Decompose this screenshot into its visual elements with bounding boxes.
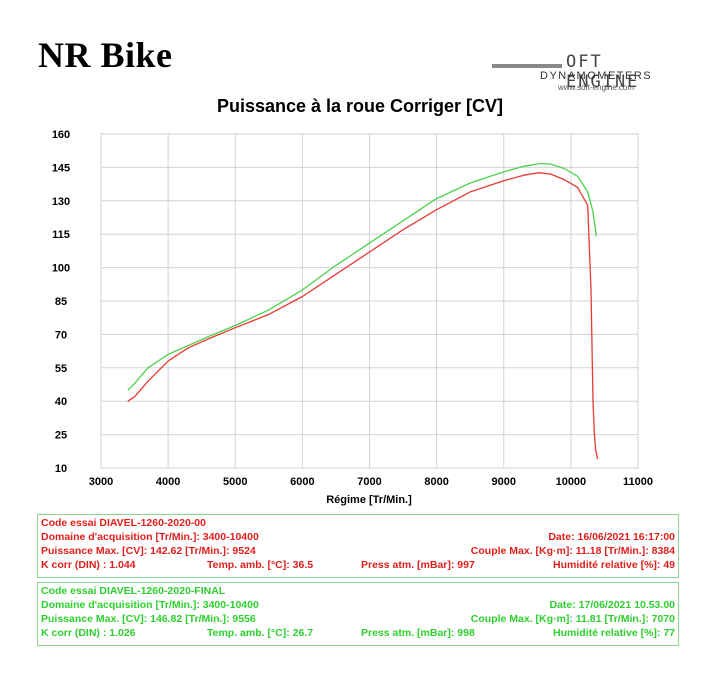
logo-subtitle: DYNAMOMETERS <box>540 70 653 82</box>
x-axis-title: Régime [Tr/Min.] <box>326 494 412 506</box>
acquisition-range: Domaine d'acquisition [Tr/Min.]: 3400-10… <box>41 599 259 611</box>
series-line-green <box>127 162 598 391</box>
x-tick-label: 9000 <box>492 476 516 488</box>
test-date: Date: 17/06/2021 10.53.00 <box>549 599 675 611</box>
k-corr: K corr (DIN) : 1.026 <box>41 627 136 639</box>
report-panel-final: Code essai DIAVEL-1260-2020-FINAL Domain… <box>37 582 679 646</box>
relative-humidity: Humidité relative [%]: 49 <box>553 559 675 571</box>
soft-engine-logo: OFT ENGINE DYNAMOMETERS www.soft-engine.… <box>492 52 682 96</box>
series-line-red <box>127 172 599 460</box>
max-power: Puissance Max. [CV]: 146.82 [Tr/Min.]: 9… <box>41 613 256 625</box>
chart-title: Puissance à la roue Corriger [CV] <box>216 96 504 116</box>
power-chart: 10 25 40 55 70 85 100 115 130 145 160 3000 4000 5000 6… <box>52 129 653 506</box>
k-corr: K corr (DIN) : 1.044 <box>41 559 136 571</box>
atm-pressure: Press atm. [mBar]: 998 <box>361 627 475 639</box>
max-torque: Couple Max. [Kg·m]: 11.81 [Tr/Min.]: 707… <box>470 613 675 625</box>
grid <box>100 133 639 469</box>
y-tick-label: 10 <box>55 463 67 475</box>
x-tick-label: 6000 <box>290 476 314 488</box>
x-tick-label: 4000 <box>156 476 180 488</box>
atm-pressure: Press atm. [mBar]: 997 <box>361 559 475 571</box>
logo-url: www.soft-engine.com <box>558 83 635 92</box>
max-power: Puissance Max. [CV]: 142.62 [Tr/Min.]: 9… <box>41 545 256 557</box>
y-tick-label: 115 <box>52 229 70 241</box>
test-code: Code essai DIAVEL-1260-2020-00 <box>41 517 206 529</box>
brand-title: NR Bike <box>38 35 173 75</box>
x-tick-label: 10000 <box>556 476 587 488</box>
report-panel-00: Code essai DIAVEL-1260-2020-00 Domaine d… <box>37 514 679 578</box>
y-tick-label: 160 <box>52 129 70 141</box>
tick-labels: 10 25 40 55 70 85 100 115 130 145 160 3000 4000 5000 6… <box>52 129 653 488</box>
relative-humidity: Humidité relative [%]: 77 <box>553 627 675 639</box>
ambient-temp: Temp. amb. [°C]: 36.5 <box>207 559 314 571</box>
test-date: Date: 16/06/2021 16:17:00 <box>548 531 675 543</box>
logo-bar <box>492 64 562 68</box>
y-tick-label: 85 <box>55 296 67 308</box>
y-tick-label: 70 <box>55 329 67 341</box>
x-tick-label: 8000 <box>424 476 448 488</box>
y-tick-label: 55 <box>55 363 67 375</box>
y-tick-label: 100 <box>52 263 70 275</box>
y-tick-label: 25 <box>55 430 67 442</box>
x-tick-label: 7000 <box>357 476 381 488</box>
max-torque: Couple Max. [Kg·m]: 11.18 [Tr/Min.]: 838… <box>470 545 675 557</box>
logo-name: OFT ENGINE <box>566 52 640 92</box>
ambient-temp: Temp. amb. [°C]: 26.7 <box>207 627 314 639</box>
test-code: Code essai DIAVEL-1260-2020-FINAL <box>41 585 226 597</box>
acquisition-range: Domaine d'acquisition [Tr/Min.]: 3400-10… <box>41 531 259 543</box>
y-tick-label: 145 <box>52 162 70 174</box>
x-tick-label: 11000 <box>623 476 653 488</box>
series-layer <box>127 162 599 460</box>
y-tick-label: 130 <box>52 196 70 208</box>
x-tick-label: 3000 <box>89 476 113 488</box>
y-tick-label: 40 <box>55 396 67 408</box>
x-tick-label: 5000 <box>223 476 247 488</box>
